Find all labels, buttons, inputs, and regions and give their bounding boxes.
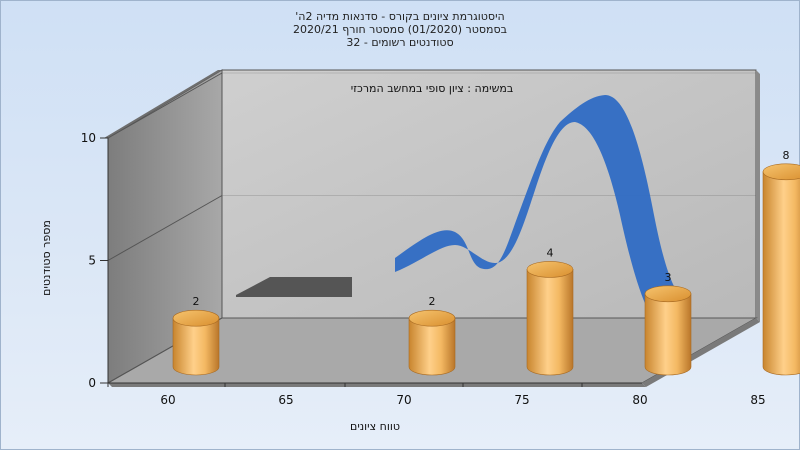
x-tick-label: 65 <box>278 393 293 407</box>
chart-note: במשימה : ציון סופי במחשב המרכזי <box>351 82 514 95</box>
x-tick-label: 60 <box>160 393 175 407</box>
left-wall-top-edge <box>104 70 222 138</box>
bar-body <box>408 317 456 376</box>
distribution-curve <box>236 95 685 318</box>
bar <box>408 309 456 376</box>
bar-cap <box>644 285 692 303</box>
gridline-left-wall <box>107 72 223 139</box>
x-tick-label: 80 <box>632 393 647 407</box>
chart-title: היסטוגרמת ציונים בקורס - סדנאות מדיה 2ה' <box>295 10 505 23</box>
y-axis: 0 5 10 <box>81 131 109 390</box>
bar-value-label: 4 <box>547 246 554 259</box>
curve-ribbon <box>395 95 685 318</box>
x-tick-label: 85 <box>750 393 765 407</box>
x-tick-label: 75 <box>514 393 529 407</box>
bar-cap <box>172 309 220 327</box>
bar-body <box>762 171 800 376</box>
bar-cap <box>408 309 456 327</box>
bar-value-label: 3 <box>665 271 672 284</box>
gridline-left-wall <box>107 195 223 261</box>
bar-body <box>172 317 220 376</box>
bar-cap <box>526 261 574 278</box>
y-axis-title: מספר סטודנטים <box>40 220 53 296</box>
bar <box>762 163 800 376</box>
chart-subtitle-semester: בסמסטר (01/2020) סמסטר חורף 2020/21 <box>293 23 507 36</box>
curve-shadow-plateau <box>236 277 352 297</box>
back-wall-right-edge <box>756 70 760 322</box>
bar-value-label: 2 <box>429 295 436 308</box>
data-labels: 2243891 <box>193 149 790 308</box>
floor-edge <box>108 383 646 387</box>
bar <box>526 261 574 376</box>
chart-subtitle-students: סטודנטים רשומים - 32 <box>346 36 454 49</box>
x-axis-title: טווח ציונים <box>350 420 400 433</box>
y-tick-label: 0 <box>88 376 96 390</box>
bar <box>172 309 220 376</box>
bar-cap <box>762 163 800 181</box>
y-tick-label: 10 <box>81 131 96 145</box>
bar-body <box>526 269 574 376</box>
bar <box>644 285 692 376</box>
chart-header: היסטוגרמת ציונים בקורס - סדנאות מדיה 2ה'… <box>0 10 800 49</box>
bar-value-label: 8 <box>783 149 790 162</box>
x-tick-label: 70 <box>396 393 411 407</box>
bars <box>172 163 800 376</box>
x-axis: 6065707580859095 <box>107 382 766 407</box>
bar-value-label: 2 <box>193 295 200 308</box>
y-tick-label: 5 <box>88 254 96 268</box>
bar-body <box>644 293 692 376</box>
